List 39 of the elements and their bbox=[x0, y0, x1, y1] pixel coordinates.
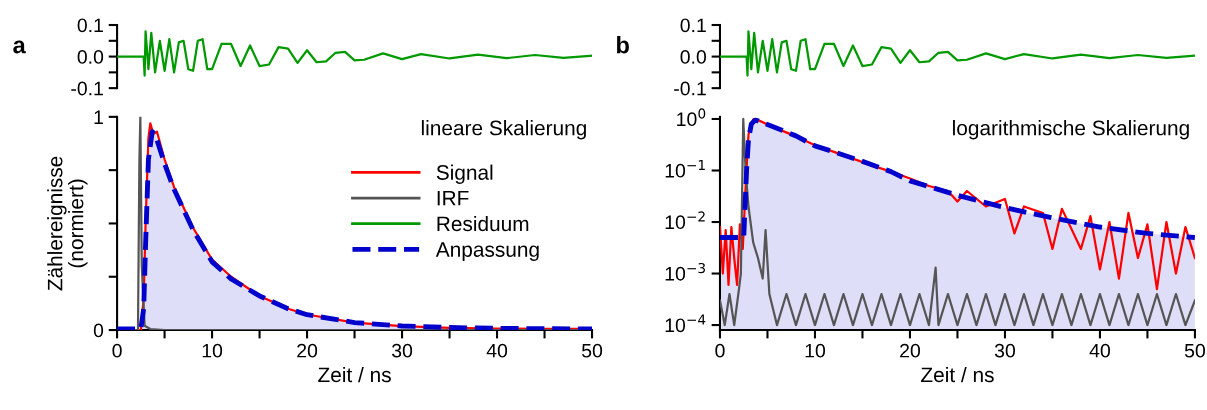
y-tick-label: 1 bbox=[94, 110, 103, 124]
legend-label: Anpassung bbox=[435, 242, 539, 262]
x-tick-label: 10 bbox=[805, 343, 826, 358]
x-axis-title: Zeit / ns bbox=[921, 366, 994, 383]
text: b bbox=[617, 36, 629, 54]
text: a bbox=[13, 40, 26, 54]
annotation: lineare Skalierung bbox=[421, 120, 586, 140]
annotation: logarithmische Skalierung bbox=[953, 120, 1189, 140]
line-series bbox=[719, 118, 1195, 291]
y-tick-label: 0.0 bbox=[680, 50, 707, 64]
x-tick-label: 30 bbox=[994, 343, 1015, 358]
line-series bbox=[117, 30, 593, 77]
y-tick-label: 0.1 bbox=[77, 18, 103, 33]
x-tick-label: 30 bbox=[391, 343, 413, 358]
x-tick-label: 0 bbox=[112, 343, 122, 358]
legend-label: IRF bbox=[437, 191, 469, 206]
legend-label: Residuum bbox=[437, 215, 529, 232]
y-tick-label: 10$^{−1}$ bbox=[665, 160, 705, 178]
x-tick-label: 0 bbox=[715, 343, 725, 358]
y-tick-label: 0.0 bbox=[77, 50, 104, 64]
y-tick-label: 0.1 bbox=[680, 18, 706, 33]
x-tick-label: 10 bbox=[202, 343, 223, 358]
y-tick-label: 10$^{−3}$ bbox=[665, 262, 705, 281]
y-tick-label: 10$^{0}$ bbox=[677, 108, 706, 127]
x-tick-label: 20 bbox=[297, 343, 318, 358]
x-tick-label: 40 bbox=[1089, 343, 1110, 358]
y-tick-label: 10$^{−2}$ bbox=[665, 211, 705, 230]
y-tick-label: 0 bbox=[93, 323, 104, 338]
x-tick-label: 20 bbox=[900, 343, 921, 358]
x-tick-label: 40 bbox=[486, 343, 508, 358]
x-tick-label: 50 bbox=[1184, 343, 1205, 358]
y-tick-label: 10$^{−4}$ bbox=[665, 314, 706, 333]
legend-label: Signal bbox=[436, 164, 493, 184]
x-tick-label: 50 bbox=[582, 343, 603, 358]
y-axis-title: Zählereignisse (normiert) bbox=[47, 156, 88, 291]
y-tick-label: -0.1 bbox=[674, 81, 706, 96]
y-tick-label: -0.1 bbox=[71, 81, 103, 96]
x-axis-title: Zeit / ns bbox=[318, 366, 391, 383]
line-series bbox=[719, 30, 1195, 77]
